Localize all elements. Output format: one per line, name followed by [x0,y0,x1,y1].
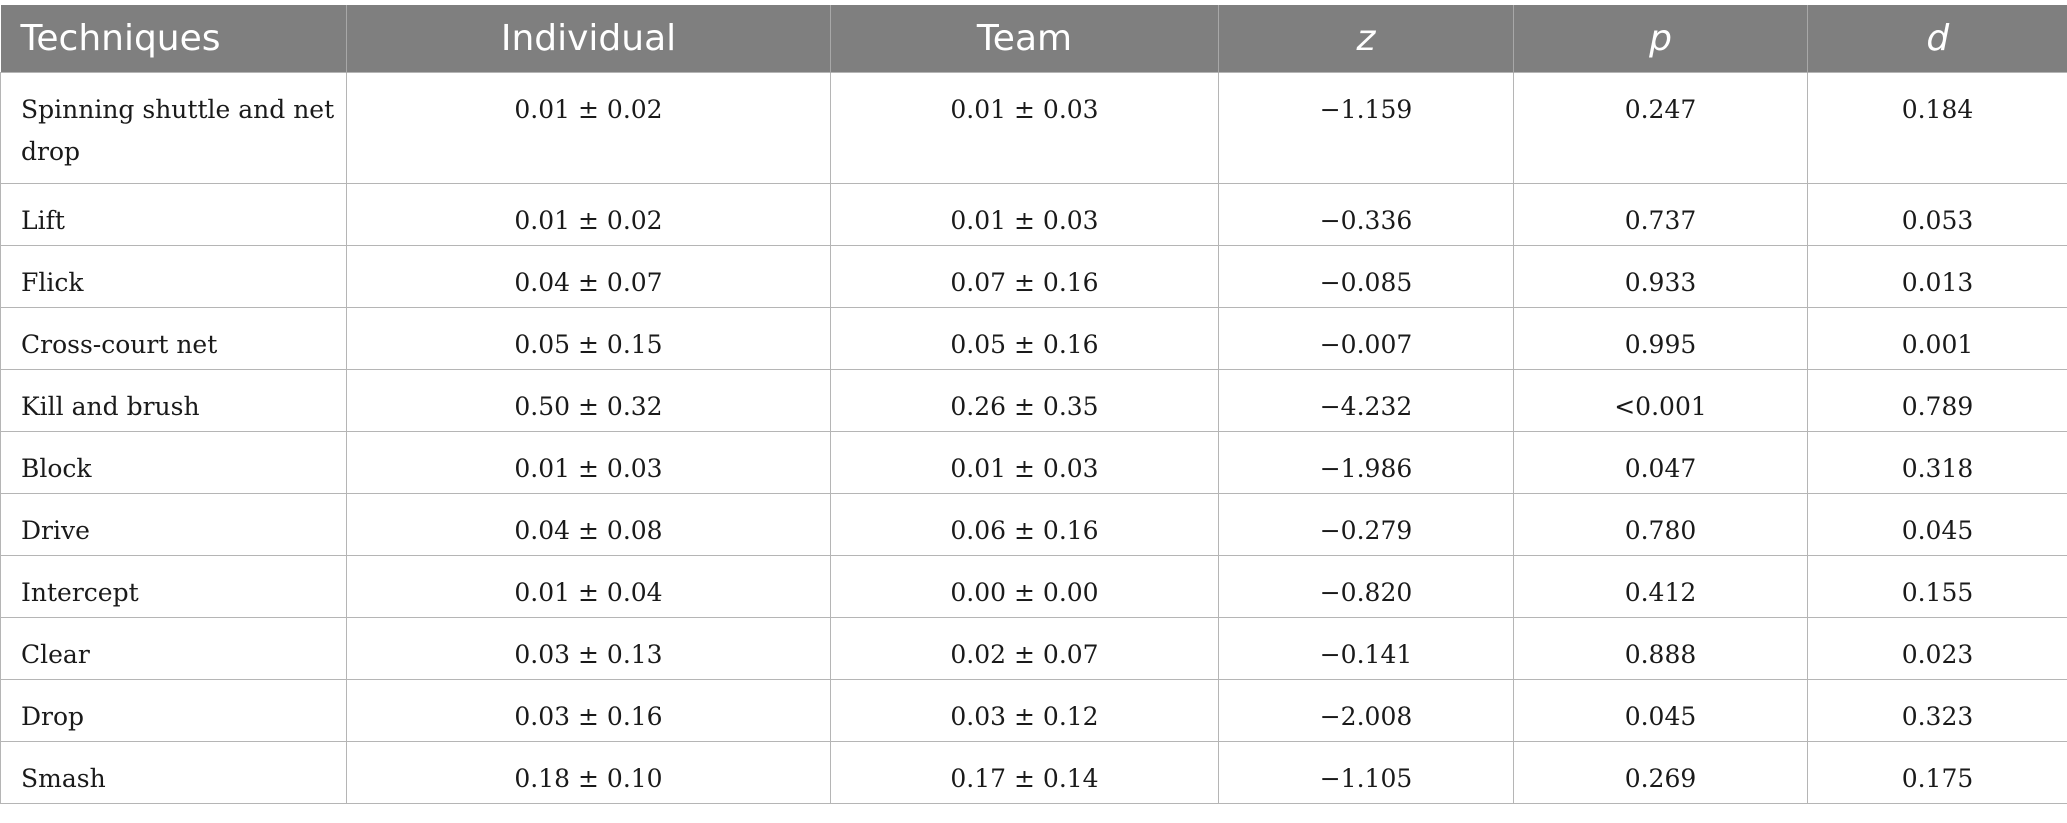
d-cell: 0.045 [1807,493,2067,556]
technique-cell: Drive [0,493,347,556]
technique-cell: Cross-court net [0,307,347,370]
p-cell: 0.269 [1513,741,1808,804]
header-team: Team [830,5,1219,73]
team-cell: 0.07 ± 0.16 [830,245,1219,308]
team-cell: 0.01 ± 0.03 [830,183,1219,246]
d-cell: 0.175 [1807,741,2067,804]
individual-cell: 0.04 ± 0.08 [346,493,831,556]
technique-cell: Spinning shuttle and net drop [0,72,347,184]
z-cell: −4.232 [1218,369,1514,432]
table-body: Spinning shuttle and net drop 0.01 ± 0.02… [0,72,2067,804]
individual-cell: 0.01 ± 0.02 [346,183,831,246]
p-cell: 0.888 [1513,617,1808,680]
d-cell: 0.789 [1807,369,2067,432]
p-cell: 0.737 [1513,183,1808,246]
table-row: Smash 0.18 ± 0.10 0.17 ± 0.14 −1.105 0.269 0.… [0,741,2067,804]
z-cell: −0.279 [1218,493,1514,556]
table-row: Kill and brush 0.50 ± 0.32 0.26 ± 0.35 −4.2… [0,369,2067,432]
technique-cell: Block [0,431,347,494]
p-cell: <0.001 [1513,369,1808,432]
table-row: Cross-court net 0.05 ± 0.15 0.05 ± 0.16 −0.… [0,307,2067,370]
individual-cell: 0.01 ± 0.04 [346,555,831,618]
team-cell: 0.01 ± 0.03 [830,72,1219,184]
table-row: Flick 0.04 ± 0.07 0.07 ± 0.16 −0.085 0.933 0.… [0,245,2067,308]
header-d: d [1807,5,2067,73]
individual-cell: 0.05 ± 0.15 [346,307,831,370]
team-cell: 0.01 ± 0.03 [830,431,1219,494]
d-cell: 0.001 [1807,307,2067,370]
z-cell: −0.336 [1218,183,1514,246]
table-row: Spinning shuttle and net drop 0.01 ± 0.02… [0,72,2067,184]
z-cell: −0.007 [1218,307,1514,370]
technique-cell: Lift [0,183,347,246]
technique-cell: Flick [0,245,347,308]
individual-cell: 0.04 ± 0.07 [346,245,831,308]
individual-cell: 0.01 ± 0.02 [346,72,831,184]
individual-cell: 0.03 ± 0.16 [346,679,831,742]
p-cell: 0.995 [1513,307,1808,370]
header-p: p [1513,5,1808,73]
p-cell: 0.780 [1513,493,1808,556]
individual-cell: 0.50 ± 0.32 [346,369,831,432]
p-cell: 0.045 [1513,679,1808,742]
table-row: Lift 0.01 ± 0.02 0.01 ± 0.03 −0.336 0.737 0.0… [0,183,2067,246]
team-cell: 0.06 ± 0.16 [830,493,1219,556]
individual-cell: 0.18 ± 0.10 [346,741,831,804]
technique-comparison-table: Techniques Individual Team z p d Spinnin… [0,5,2067,804]
z-cell: −0.820 [1218,555,1514,618]
team-cell: 0.03 ± 0.12 [830,679,1219,742]
header-row: Techniques Individual Team z p d [0,5,2067,73]
table-row: Drop 0.03 ± 0.16 0.03 ± 0.12 −2.008 0.045 0.3… [0,679,2067,742]
technique-cell: Kill and brush [0,369,347,432]
table-header: Techniques Individual Team z p d [0,5,2067,73]
table-row: Intercept 0.01 ± 0.04 0.00 ± 0.00 −0.820 0.4… [0,555,2067,618]
team-cell: 0.17 ± 0.14 [830,741,1219,804]
technique-cell: Drop [0,679,347,742]
z-cell: −0.141 [1218,617,1514,680]
z-cell: −0.085 [1218,245,1514,308]
d-cell: 0.318 [1807,431,2067,494]
technique-cell: Intercept [0,555,347,618]
header-z: z [1218,5,1514,73]
table-row: Clear 0.03 ± 0.13 0.02 ± 0.07 −0.141 0.888 0.… [0,617,2067,680]
d-cell: 0.023 [1807,617,2067,680]
p-cell: 0.047 [1513,431,1808,494]
d-cell: 0.053 [1807,183,2067,246]
individual-cell: 0.01 ± 0.03 [346,431,831,494]
team-cell: 0.05 ± 0.16 [830,307,1219,370]
d-cell: 0.323 [1807,679,2067,742]
table-row: Block 0.01 ± 0.03 0.01 ± 0.03 −1.986 0.047 0.… [0,431,2067,494]
team-cell: 0.02 ± 0.07 [830,617,1219,680]
team-cell: 0.00 ± 0.00 [830,555,1219,618]
technique-cell: Clear [0,617,347,680]
p-cell: 0.933 [1513,245,1808,308]
technique-cell: Smash [0,741,347,804]
z-cell: −2.008 [1218,679,1514,742]
d-cell: 0.155 [1807,555,2067,618]
individual-cell: 0.03 ± 0.13 [346,617,831,680]
team-cell: 0.26 ± 0.35 [830,369,1219,432]
d-cell: 0.013 [1807,245,2067,308]
p-cell: 0.247 [1513,72,1808,184]
z-cell: −1.159 [1218,72,1514,184]
d-cell: 0.184 [1807,72,2067,184]
z-cell: −1.105 [1218,741,1514,804]
z-cell: −1.986 [1218,431,1514,494]
header-individual: Individual [346,5,831,73]
results-table-container: Techniques Individual Team z p d Spinnin… [0,5,2067,804]
p-cell: 0.412 [1513,555,1808,618]
table-row: Drive 0.04 ± 0.08 0.06 ± 0.16 −0.279 0.780 0.… [0,493,2067,556]
header-techniques: Techniques [0,5,347,73]
